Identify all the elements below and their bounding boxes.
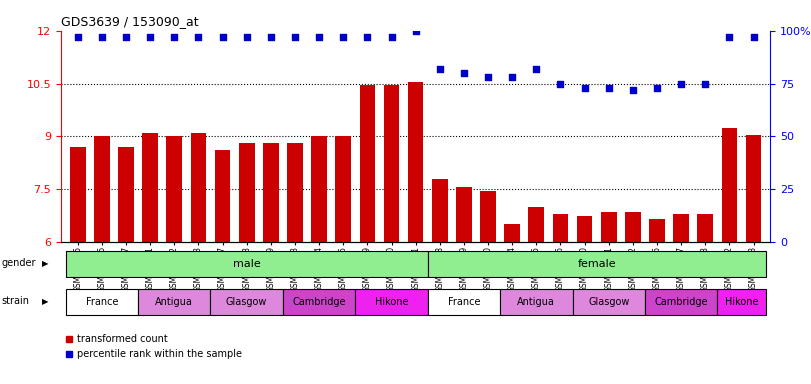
Bar [625,212,641,242]
Point [603,85,616,91]
Bar [311,136,327,242]
Text: Antigua: Antigua [517,297,556,308]
Bar [573,290,645,315]
Bar [142,133,158,242]
Bar [456,187,472,242]
Text: ▶: ▶ [42,258,49,268]
Bar [745,134,762,242]
Bar [384,85,399,242]
Bar [263,143,279,242]
Point [626,87,639,93]
Bar [408,82,423,242]
Text: France: France [86,297,118,308]
Point [71,34,84,40]
Bar [432,179,448,242]
Point [530,66,543,72]
Bar [355,290,427,315]
Bar [166,136,182,242]
Point [144,34,157,40]
Point [168,34,181,40]
Bar [287,143,303,242]
Point [385,34,398,40]
Bar [138,290,211,315]
Bar [359,85,375,242]
Point [699,81,712,87]
Text: Glasgow: Glasgow [588,297,629,308]
Text: gender: gender [2,258,36,268]
Text: Hikone: Hikone [375,297,408,308]
Bar [645,290,718,315]
Bar [718,290,766,315]
Bar [504,224,520,242]
Point [506,74,519,80]
Point [240,34,253,40]
Point [723,34,736,40]
Point [119,34,132,40]
Text: female: female [577,259,616,269]
Bar [191,133,206,242]
Point [409,28,422,34]
Bar [118,147,134,242]
Bar [480,191,496,242]
Bar [283,290,355,315]
Point [192,34,205,40]
Point [264,34,277,40]
Bar [673,214,689,242]
Point [96,34,109,40]
Bar [211,290,283,315]
Text: GDS3639 / 153090_at: GDS3639 / 153090_at [61,15,199,28]
Text: strain: strain [2,296,30,306]
Text: Glasgow: Glasgow [226,297,268,308]
Point [289,34,302,40]
Bar [66,290,138,315]
Text: ▶: ▶ [42,297,49,306]
Point [216,34,229,40]
Point [312,34,325,40]
Bar [529,207,544,242]
Bar [722,127,737,242]
Bar [238,143,255,242]
Point [433,66,446,72]
Bar [601,212,616,242]
Bar [336,136,351,242]
Text: Antigua: Antigua [156,297,193,308]
Text: France: France [448,297,480,308]
Bar [577,215,593,242]
Text: Cambridge: Cambridge [654,297,708,308]
Bar [697,214,713,242]
Point [554,81,567,87]
Bar [500,290,573,315]
Text: Cambridge: Cambridge [292,297,345,308]
Bar [94,136,109,242]
Point [482,74,495,80]
Bar [427,290,500,315]
Point [747,34,760,40]
Point [675,81,688,87]
Point [361,34,374,40]
Bar [66,251,427,277]
Text: male: male [233,259,260,269]
Bar [70,147,86,242]
Legend: transformed count, percentile rank within the sample: transformed count, percentile rank withi… [61,330,247,363]
Point [457,70,470,76]
Text: Hikone: Hikone [725,297,758,308]
Bar [215,151,230,242]
Point [578,85,591,91]
Point [650,85,663,91]
Bar [649,219,665,242]
Point [337,34,350,40]
Bar [427,251,766,277]
Bar [552,214,569,242]
